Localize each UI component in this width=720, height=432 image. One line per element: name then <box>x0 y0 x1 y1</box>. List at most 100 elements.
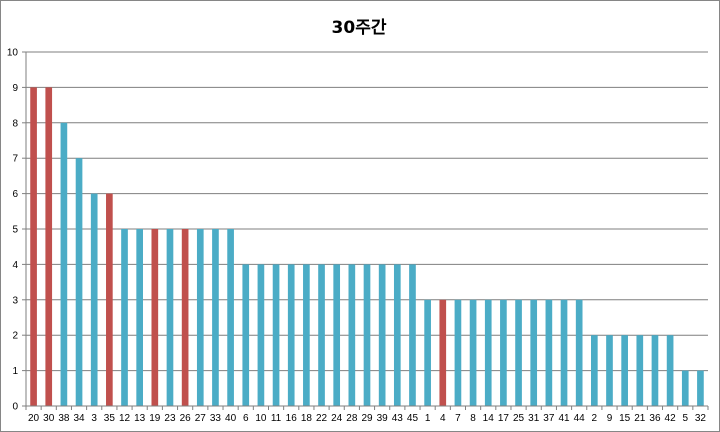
bar-29 <box>363 264 371 406</box>
x-tick-label: 15 <box>619 413 631 424</box>
bar-6 <box>242 264 250 406</box>
bar-8 <box>469 299 477 406</box>
bar-9 <box>606 335 613 406</box>
bar-1 <box>424 299 431 406</box>
x-tick-label: 28 <box>346 413 358 424</box>
bar-43 <box>393 264 401 406</box>
bar-22 <box>318 264 325 406</box>
bar-39 <box>378 264 386 406</box>
x-tick-label: 30 <box>43 413 55 424</box>
x-tick-label: 25 <box>513 413 525 424</box>
bar-17 <box>500 299 507 406</box>
x-tick-label: 11 <box>271 413 282 424</box>
x-tick-label: 13 <box>134 413 146 424</box>
x-tick-label: 2 <box>592 413 598 424</box>
bar-16 <box>287 264 295 406</box>
bars <box>30 87 704 407</box>
x-axis-ticks: 20 30 38 34 3 35 12 13 19 23 26 27 33 40 6 10 11 16 18 22 24… <box>25 406 709 424</box>
bar-41 <box>560 299 568 406</box>
x-tick-label: 31 <box>528 413 540 424</box>
x-tick-label: 14 <box>483 413 495 424</box>
bar-37 <box>545 299 553 406</box>
x-tick-label: 42 <box>665 413 677 424</box>
y-tick-label: 4 <box>12 260 18 271</box>
x-tick-label: 5 <box>682 413 688 424</box>
bar-31 <box>530 299 538 406</box>
x-tick-label: 39 <box>377 413 389 424</box>
x-tick-label: 20 <box>28 413 40 424</box>
bar-40 <box>227 229 234 406</box>
x-tick-label: 6 <box>243 413 249 424</box>
bar-15 <box>621 335 628 406</box>
bar-24 <box>333 264 341 406</box>
y-tick-label: 3 <box>12 295 18 306</box>
x-tick-label: 35 <box>104 413 116 424</box>
bar-5 <box>681 370 689 406</box>
x-tick-label: 40 <box>225 413 237 424</box>
bar-27 <box>196 229 204 406</box>
bar-26 <box>181 229 189 406</box>
x-tick-label: 17 <box>498 413 510 424</box>
bar-28 <box>348 264 356 406</box>
x-tick-label: 29 <box>361 413 373 424</box>
x-tick-label: 3 <box>91 413 97 424</box>
x-tick-label: 1 <box>425 413 431 424</box>
bar-45 <box>409 264 416 406</box>
y-tick-label: 0 <box>12 402 18 413</box>
x-tick-label: 36 <box>649 413 661 424</box>
bar-34 <box>75 158 83 406</box>
y-tick-label: 5 <box>12 225 18 236</box>
x-tick-label: 41 <box>558 413 570 424</box>
x-tick-label: 10 <box>255 413 267 424</box>
x-tick-label: 45 <box>407 413 419 424</box>
axes <box>25 52 708 407</box>
x-tick-label: 27 <box>195 413 207 424</box>
bar-42 <box>666 335 674 406</box>
x-tick-label: 32 <box>695 413 707 424</box>
bar-25 <box>515 299 522 406</box>
bar-30 <box>45 87 53 407</box>
x-tick-label: 12 <box>119 413 131 424</box>
x-tick-label: 16 <box>286 413 298 424</box>
x-tick-label: 22 <box>316 413 328 424</box>
bar-7 <box>454 299 462 406</box>
x-tick-label: 43 <box>392 413 404 424</box>
y-tick-label: 8 <box>12 118 18 129</box>
bar-4 <box>439 299 447 406</box>
bar-33 <box>212 229 219 406</box>
x-tick-label: 7 <box>455 413 461 424</box>
y-tick-label: 9 <box>12 83 18 94</box>
x-tick-label: 33 <box>210 413 222 424</box>
x-tick-label: 19 <box>149 413 161 424</box>
bar-32 <box>697 370 704 406</box>
bar-13 <box>136 229 144 406</box>
y-axis-ticks: 0 1 2 3 4 5 6 7 8 9 10 <box>7 48 26 413</box>
bar-10 <box>257 264 265 406</box>
y-tick-label: 6 <box>12 189 18 200</box>
y-tick-label: 1 <box>12 366 18 377</box>
bar-18 <box>303 264 310 406</box>
bar-20 <box>30 87 37 407</box>
bar-19 <box>151 229 159 406</box>
bar-2 <box>590 335 598 406</box>
bar-21 <box>636 335 644 406</box>
bar-3 <box>90 193 98 406</box>
bar-12 <box>121 229 128 406</box>
chart-title: 30주간 <box>332 18 387 38</box>
bar-11 <box>272 264 280 406</box>
y-tick-label: 10 <box>7 48 19 59</box>
y-tick-label: 7 <box>12 154 18 165</box>
x-tick-label: 34 <box>73 413 85 424</box>
x-tick-label: 18 <box>301 413 313 424</box>
bar-23 <box>166 229 174 406</box>
bar-44 <box>575 299 583 406</box>
x-tick-label: 26 <box>180 413 192 424</box>
x-tick-label: 8 <box>470 413 476 424</box>
bar-14 <box>484 299 492 406</box>
x-tick-label: 9 <box>607 413 613 424</box>
x-tick-label: 4 <box>440 413 446 424</box>
x-tick-label: 23 <box>164 413 176 424</box>
bar-36 <box>651 335 659 406</box>
